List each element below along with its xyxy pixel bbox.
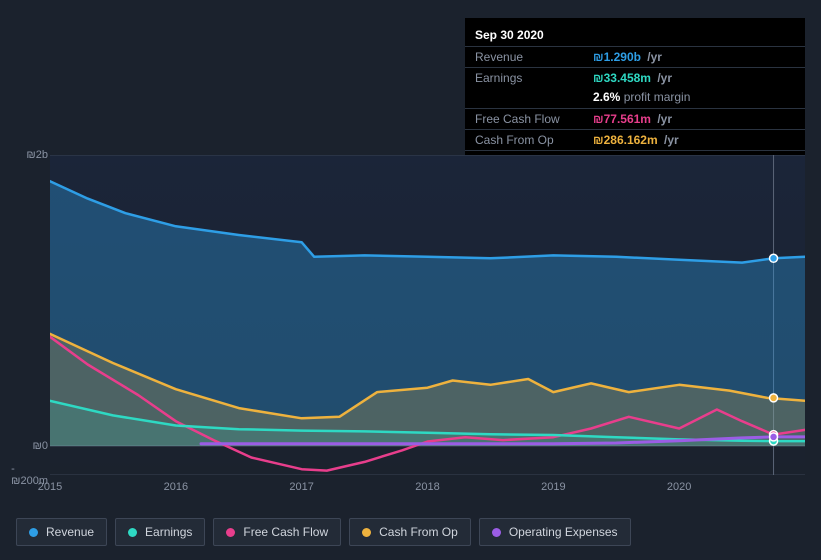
y-axis: ₪2b₪0-₪200m [16, 155, 50, 475]
series-marker [770, 394, 778, 402]
tooltip-row-label: Earnings [475, 71, 593, 85]
tooltip-row-value: ₪1.290b /yr [593, 50, 662, 64]
chart-svg [50, 155, 805, 475]
legend-label: Revenue [46, 525, 94, 539]
legend: Revenue Earnings Free Cash Flow Cash From O… [16, 518, 631, 546]
legend-label: Cash From Op [379, 525, 458, 539]
y-tick-label: ₪0 [33, 440, 48, 452]
tooltip-row-suffix: /yr [658, 133, 679, 147]
tooltip-row-value: ₪77.561m /yr [593, 112, 672, 126]
legend-swatch-icon [128, 528, 137, 537]
x-tick-label: 2019 [541, 481, 565, 493]
legend-item[interactable]: Earnings [115, 518, 205, 546]
legend-label: Free Cash Flow [243, 525, 328, 539]
tooltip-row-value: ₪286.162m /yr [593, 133, 679, 147]
x-tick-label: 2016 [164, 481, 188, 493]
plot-area[interactable] [50, 155, 805, 475]
y-tick-label: ₪2b [26, 149, 48, 161]
tooltip-row: Revenue₪1.290b /yr [465, 46, 805, 67]
tooltip-row-label: Free Cash Flow [475, 112, 593, 126]
tooltip-panel: Sep 30 2020 Revenue₪1.290b /yrEarnings₪3… [465, 18, 805, 177]
legend-item[interactable]: Revenue [16, 518, 107, 546]
tooltip-row-label: Cash From Op [475, 133, 593, 147]
tooltip-profit-margin: 2.6% profit margin [465, 88, 805, 108]
tooltip-row-value: ₪33.458m /yr [593, 71, 672, 85]
tooltip-row: Cash From Op₪286.162m /yr [465, 129, 805, 150]
legend-swatch-icon [226, 528, 235, 537]
tooltip-row-suffix: /yr [651, 112, 672, 126]
tooltip-row-label: Revenue [475, 50, 593, 64]
legend-item[interactable]: Free Cash Flow [213, 518, 341, 546]
x-axis: 201520162017201820192020 [50, 481, 805, 497]
legend-label: Earnings [145, 525, 192, 539]
legend-swatch-icon [362, 528, 371, 537]
legend-swatch-icon [492, 528, 501, 537]
legend-label: Operating Expenses [509, 525, 618, 539]
series-marker [770, 433, 778, 441]
x-tick-label: 2017 [289, 481, 313, 493]
legend-swatch-icon [29, 528, 38, 537]
tooltip-row: Free Cash Flow₪77.561m /yr [465, 108, 805, 129]
x-tick-label: 2018 [415, 481, 439, 493]
legend-item[interactable]: Operating Expenses [479, 518, 631, 546]
x-tick-label: 2020 [667, 481, 691, 493]
legend-item[interactable]: Cash From Op [349, 518, 471, 546]
tooltip-row-suffix: /yr [651, 71, 672, 85]
x-tick-label: 2015 [38, 481, 62, 493]
tooltip-row: Earnings₪33.458m /yr [465, 67, 805, 88]
chart-area: ₪2b₪0-₪200m [16, 155, 805, 475]
tooltip-date: Sep 30 2020 [465, 24, 805, 46]
series-marker [770, 254, 778, 262]
tooltip-row-suffix: /yr [641, 50, 662, 64]
